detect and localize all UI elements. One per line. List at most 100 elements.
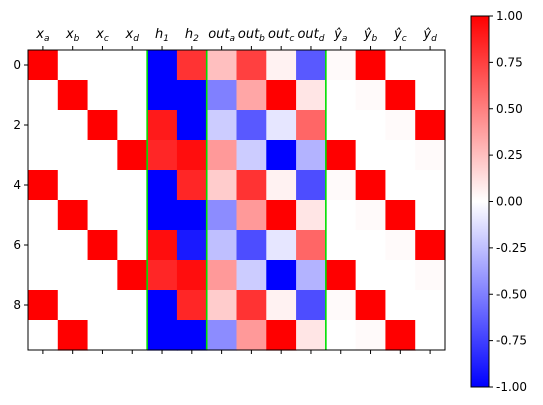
cell-r6-c3	[117, 230, 148, 261]
cell-r6-c1	[57, 230, 89, 261]
cell-r6-c11	[355, 230, 387, 261]
cell-r2-c5	[176, 110, 208, 141]
cell-r4-c5	[176, 170, 208, 201]
cell-r1-c5	[176, 80, 208, 111]
cell-r2-c0	[28, 110, 59, 141]
column-label-5: h2	[185, 27, 199, 44]
column-label-1: xb	[65, 27, 80, 44]
cell-r1-c6	[206, 80, 238, 111]
cell-r2-c10	[325, 110, 357, 141]
cell-r5-c0	[28, 200, 59, 231]
cell-r3-c11	[355, 140, 387, 171]
colorbar-ticks: 1.00 0.75 0.50 0.25 0.00 -0.25 -0.50 -0.75 -1.00	[489, 9, 527, 394]
cell-r5-c9	[296, 200, 327, 231]
cell-r8-c10	[325, 290, 357, 321]
cell-r6-c6	[206, 230, 238, 261]
cell-r2-c3	[117, 110, 148, 141]
cell-r4-c1	[57, 170, 89, 201]
cell-r6-c9	[296, 230, 327, 261]
cell-r8-c5	[176, 290, 208, 321]
column-label-7: outb	[238, 27, 265, 44]
cell-r1-c12	[385, 80, 416, 111]
cell-r6-c13	[415, 230, 446, 261]
cell-r2-c11	[355, 110, 387, 141]
cell-r6-c7	[236, 230, 267, 261]
cell-r4-c11	[355, 170, 387, 201]
cell-r8-c1	[57, 290, 89, 321]
y-tick-label-2: 4	[13, 178, 21, 192]
column-labels: xa xb xc xd h1 h2 outa outb outc outd ŷa ŷb ŷc ŷd	[35, 27, 437, 44]
cell-r7-c7	[236, 260, 267, 291]
cell-r2-c4	[147, 110, 178, 141]
cell-r8-c11	[355, 290, 387, 321]
column-label-11: ŷb	[363, 27, 378, 44]
cell-r2-c1	[57, 110, 89, 141]
cell-r5-c8	[266, 200, 297, 231]
cell-r0-c6	[206, 50, 238, 81]
y-tick-label-0: 0	[13, 58, 21, 72]
cell-r8-c8	[266, 290, 297, 321]
column-label-8: outc	[268, 27, 294, 44]
y-tick-label-1: 2	[13, 118, 21, 132]
cell-r7-c0	[28, 260, 59, 291]
cell-r9-c4	[147, 320, 178, 351]
cell-r2-c12	[385, 110, 416, 141]
cell-r5-c6	[206, 200, 238, 231]
cell-r2-c7	[236, 110, 267, 141]
cell-r0-c1	[57, 50, 89, 81]
heatmap-cells	[28, 50, 446, 351]
colorbar-tick-label-2: 0.50	[496, 102, 523, 116]
colorbar-tick-label-0: 1.00	[496, 9, 523, 23]
cell-r0-c5	[176, 50, 208, 81]
cell-r9-c8	[266, 320, 297, 351]
cell-r6-c4	[147, 230, 178, 261]
cell-r4-c6	[206, 170, 238, 201]
cell-r1-c10	[325, 80, 357, 111]
cell-r7-c5	[176, 260, 208, 291]
cell-r4-c12	[385, 170, 416, 201]
cell-r8-c13	[415, 290, 446, 321]
cell-r9-c9	[296, 320, 327, 351]
column-label-9: outd	[297, 27, 324, 44]
cell-r4-c7	[236, 170, 267, 201]
cell-r9-c2	[87, 320, 118, 351]
column-label-2: xc	[95, 27, 109, 44]
y-axis-ticks: 0 2 4 6 8	[13, 58, 28, 312]
cell-r7-c10	[325, 260, 357, 291]
cell-r6-c12	[385, 230, 416, 261]
column-label-6: outa	[208, 27, 235, 44]
cell-r9-c0	[28, 320, 59, 351]
cell-r5-c10	[325, 200, 357, 231]
cell-r3-c9	[296, 140, 327, 171]
cell-r7-c1	[57, 260, 89, 291]
cell-r1-c9	[296, 80, 327, 111]
cell-r3-c0	[28, 140, 59, 171]
cell-r7-c8	[266, 260, 297, 291]
cell-r4-c13	[415, 170, 446, 201]
cell-r0-c13	[415, 50, 446, 81]
cell-r0-c2	[87, 50, 118, 81]
cell-r8-c2	[87, 290, 118, 321]
cell-r9-c12	[385, 320, 416, 351]
y-tick-label-3: 6	[13, 238, 21, 252]
cell-r5-c7	[236, 200, 267, 231]
colorbar-gradient	[470, 15, 490, 388]
cell-r4-c3	[117, 170, 148, 201]
cell-r2-c13	[415, 110, 446, 141]
cell-r0-c0	[28, 50, 59, 81]
cell-r8-c4	[147, 290, 178, 321]
cell-r8-c0	[28, 290, 59, 321]
cell-r1-c2	[87, 80, 118, 111]
cell-r0-c8	[266, 50, 297, 81]
cell-r1-c4	[147, 80, 178, 111]
cell-r6-c10	[325, 230, 357, 261]
cell-r3-c6	[206, 140, 238, 171]
cell-r9-c7	[236, 320, 267, 351]
cell-r7-c2	[87, 260, 118, 291]
cell-r1-c13	[415, 80, 446, 111]
column-label-10: ŷa	[333, 27, 347, 44]
cell-r7-c12	[385, 260, 416, 291]
cell-r4-c9	[296, 170, 327, 201]
cell-r2-c9	[296, 110, 327, 141]
cell-r4-c0	[28, 170, 59, 201]
